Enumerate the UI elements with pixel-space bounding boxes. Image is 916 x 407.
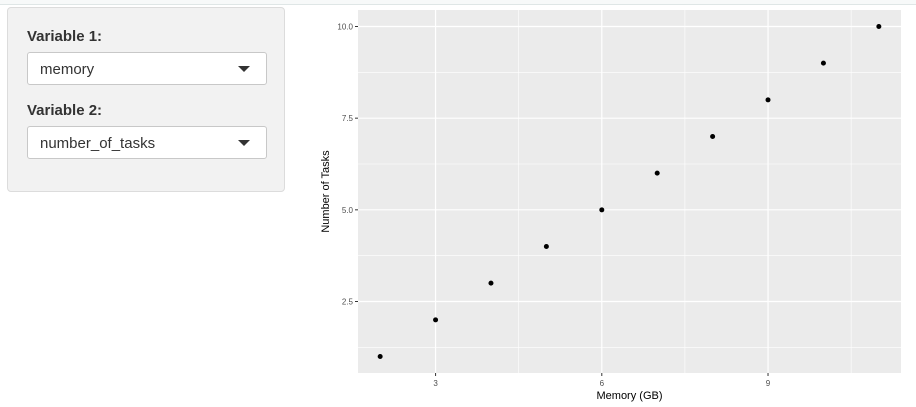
- x-tick-label: 9: [766, 379, 771, 388]
- variable-1-select[interactable]: memory: [27, 52, 267, 85]
- scatter-plot: 3 6 9 2.5 5.0 7.5 10.0 Memory (GB) Number of T…: [320, 10, 901, 402]
- variable-2-value: number_of_tasks: [40, 135, 156, 152]
- grid-lines: [358, 10, 901, 373]
- y-axis-label: Number of Tasks: [320, 150, 332, 233]
- x-axis-label: Memory (GB): [597, 390, 663, 402]
- chevron-down-icon: [238, 140, 250, 146]
- data-point: [543, 244, 549, 249]
- x-tick-label: 3: [433, 379, 438, 388]
- variable-1-value: memory: [40, 61, 95, 78]
- x-tick-label: 6: [600, 379, 605, 388]
- variable-1-label: Variable 1:: [27, 28, 103, 45]
- data-point: [820, 60, 826, 66]
- variable-2-label: Variable 2:: [27, 102, 103, 119]
- axis-ticks: 3 6 9 2.5 5.0 7.5 10.0: [337, 23, 770, 389]
- data-point: [654, 170, 660, 176]
- data-point: [710, 134, 716, 139]
- variable-2-select[interactable]: number_of_tasks: [27, 126, 267, 159]
- data-point: [488, 280, 494, 286]
- data-point: [377, 354, 383, 359]
- plot-panel: [358, 10, 901, 373]
- y-tick-label: 2.5: [342, 298, 354, 307]
- data-point: [765, 97, 771, 103]
- data-point: [876, 24, 882, 29]
- y-tick-label: 10.0: [337, 23, 353, 32]
- top-border: [0, 0, 916, 5]
- data-point: [599, 207, 605, 213]
- chevron-down-icon: [238, 66, 250, 72]
- sidebar-panel: Variable 1: memory Variable 2: number_of…: [7, 7, 285, 192]
- data-points: [377, 24, 882, 359]
- data-point: [433, 317, 439, 323]
- y-tick-label: 7.5: [342, 114, 354, 123]
- y-tick-label: 5.0: [342, 206, 354, 215]
